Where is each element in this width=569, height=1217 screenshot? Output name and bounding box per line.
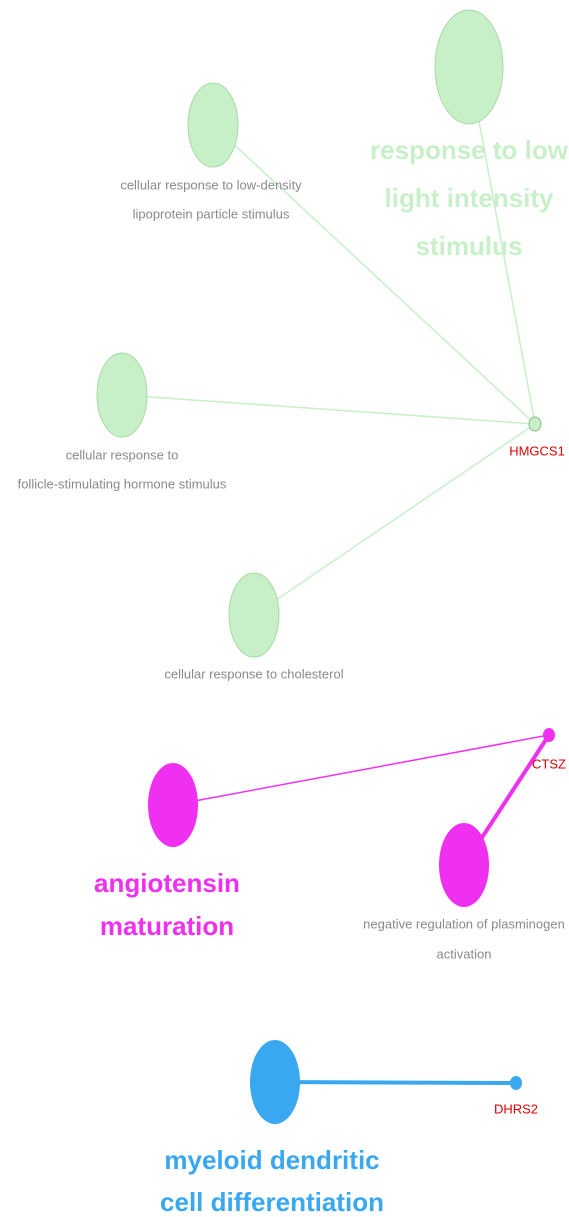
node-label: light intensity [385,183,555,213]
node [434,9,504,125]
node [510,1076,522,1090]
node [96,352,148,438]
gene-label: CTSZ [532,756,566,771]
node [439,823,489,907]
node [187,82,239,168]
gene-label: HMGCS1 [509,443,565,458]
node-label: angiotensin [94,868,240,898]
node [228,572,280,658]
node-label: stimulus [416,231,523,261]
edge [274,1080,517,1085]
node-label: lipoprotein particle stimulus [133,206,290,221]
node [543,728,555,742]
node-label: cellular response to low-density [120,177,302,192]
node-label: negative regulation of plasminogen [363,916,565,931]
node-label: cell differentiation [160,1187,384,1217]
edge [253,423,536,616]
edge [172,734,550,806]
edge [212,124,536,425]
node [250,1040,300,1124]
node-label: maturation [100,911,234,941]
edge [121,394,536,425]
node-label: myeloid dendritic [164,1145,379,1175]
node [528,416,542,432]
nodes [96,9,555,1124]
node-label: response to low [370,135,569,165]
node-label: cellular response to [66,447,179,462]
node-label: cellular response to cholesterol [164,666,343,681]
labels: response to low light intensity stimulus… [18,135,569,1217]
gene-label: DHRS2 [494,1101,538,1116]
node-label: follicle-stimulating hormone stimulus [18,476,227,491]
node [148,763,198,847]
node-label: activation [437,946,492,961]
edges [121,66,551,1085]
edge [468,66,536,425]
